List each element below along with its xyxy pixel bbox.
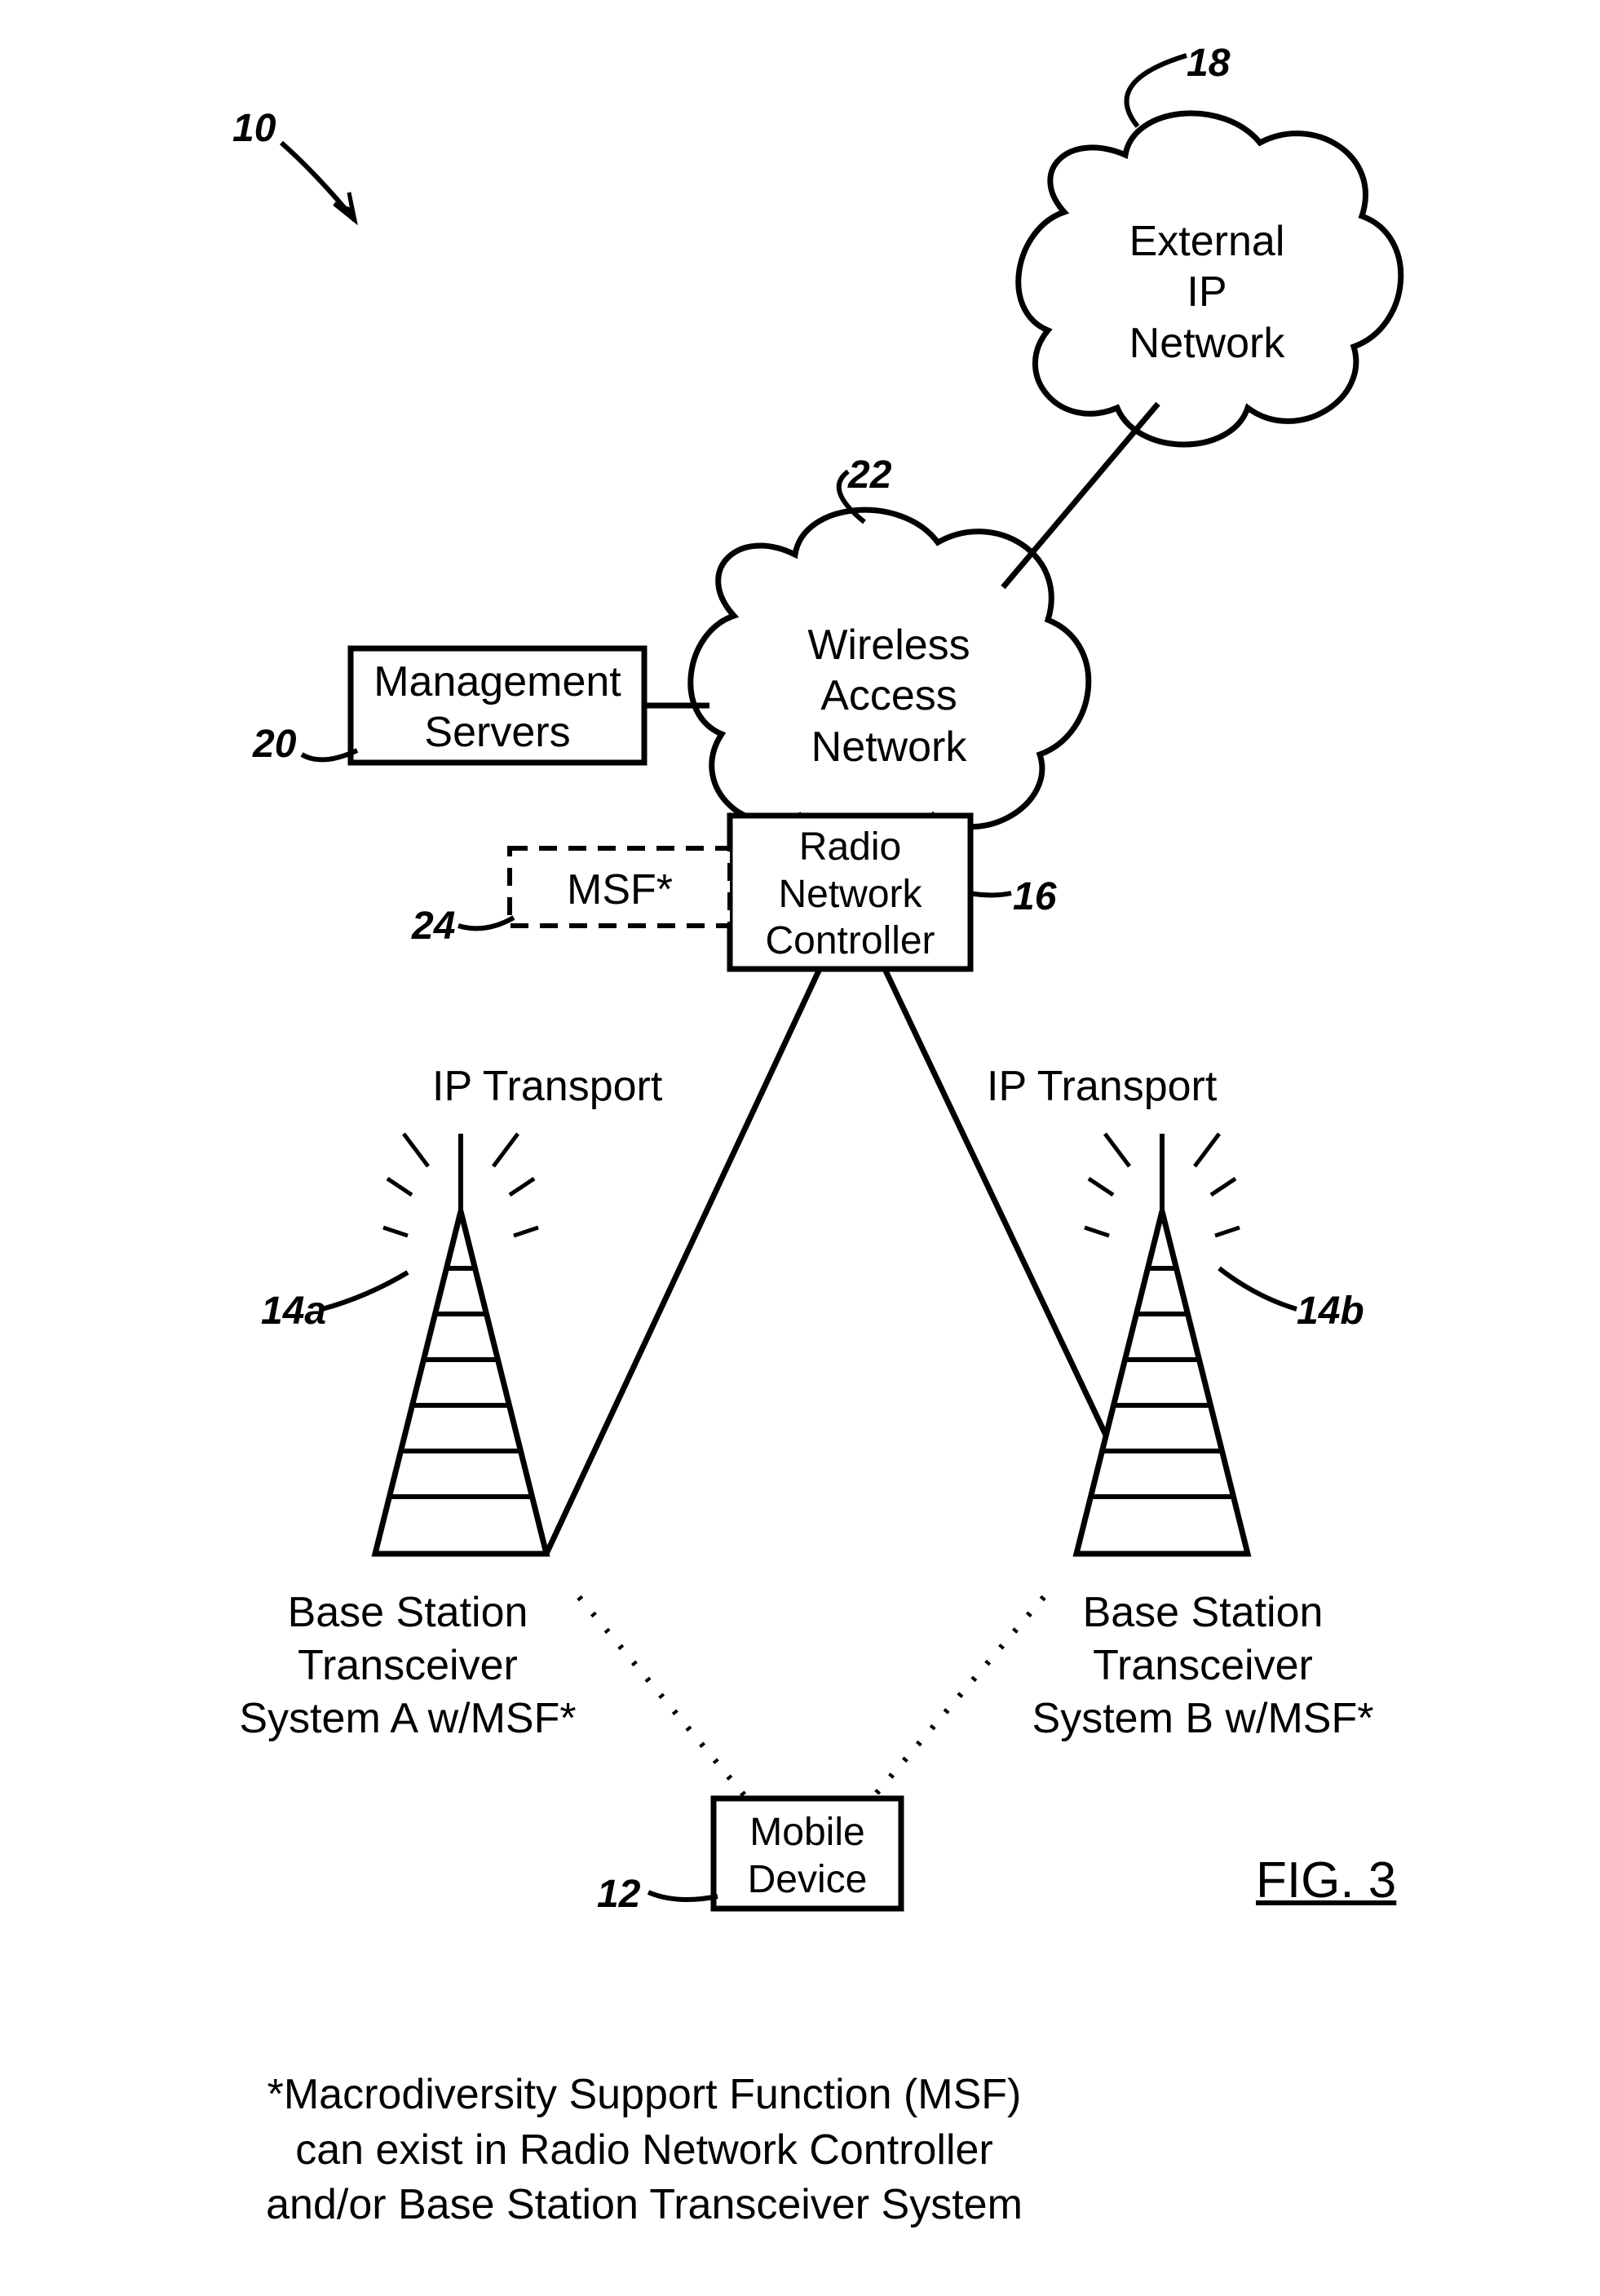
wireless-text: Wireless Access Network (795, 620, 983, 772)
diagram-svg (0, 0, 1600, 2296)
system-arrow (281, 143, 355, 220)
label-20: 20 (253, 722, 296, 767)
rnc-text: Radio Network Controller (730, 824, 970, 965)
leader-24 (458, 918, 514, 928)
ip-transport-right: IP Transport (987, 1060, 1217, 1113)
bts-a-text: Base Station Transceiver System A w/MSF* (212, 1586, 603, 1745)
leader-14b (1219, 1268, 1297, 1309)
leader-14a (322, 1272, 408, 1309)
msf-text: MSF* (510, 865, 730, 915)
label-12: 12 (597, 1872, 640, 1917)
label-24: 24 (412, 904, 455, 949)
edge-wireless-external (1003, 404, 1158, 587)
tower-a (375, 1134, 546, 1554)
ip-transport-left: IP Transport (432, 1060, 662, 1113)
label-22: 22 (848, 453, 891, 498)
label-10: 10 (232, 106, 276, 151)
mgmt-text: Management Servers (351, 657, 644, 759)
tower-b (1076, 1134, 1248, 1554)
edge-btsa-mobile (579, 1597, 750, 1803)
label-14b: 14b (1297, 1289, 1364, 1334)
label-14a: 14a (261, 1289, 326, 1334)
footnote: *Macrodiversity Support Function (MSF) c… (196, 2068, 1093, 2233)
network-diagram: 10 18 22 20 16 24 14a 14b 12 External IP… (0, 0, 1600, 2296)
external-ip-text: External IP Network (1117, 216, 1297, 369)
leader-12 (648, 1892, 718, 1900)
leader-16 (969, 893, 1011, 896)
bts-b-text: Base Station Transceiver System B w/MSF* (991, 1586, 1415, 1745)
label-16: 16 (1013, 874, 1056, 919)
edge-rnc-btsa (546, 969, 820, 1554)
mobile-text: Mobile Device (714, 1809, 901, 1903)
label-18: 18 (1187, 41, 1230, 86)
figure-label: FIG. 3 (1256, 1851, 1396, 1909)
